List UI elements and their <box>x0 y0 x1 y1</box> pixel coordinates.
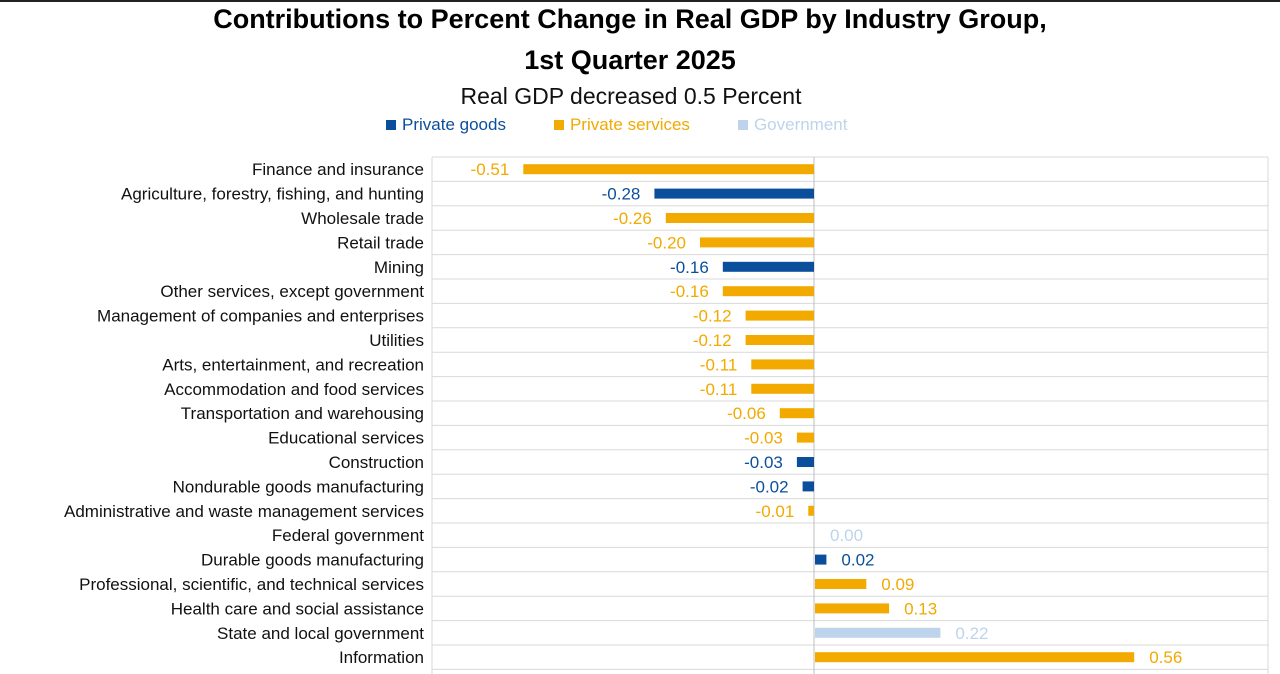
bar <box>523 164 814 175</box>
legend-label-government: Government <box>753 115 848 134</box>
bar <box>796 432 814 443</box>
data-label: -0.03 <box>744 429 783 448</box>
category-label: Construction <box>329 453 424 472</box>
data-label: 0.09 <box>881 575 914 594</box>
bar <box>802 481 814 492</box>
bar <box>796 457 814 467</box>
category-label: Wholesale trade <box>301 209 424 228</box>
data-label: -0.26 <box>613 209 652 228</box>
category-label: Agriculture, forestry, fishing, and hunt… <box>121 185 424 204</box>
category-label: Health care and social assistance <box>171 599 424 618</box>
bar <box>815 627 941 638</box>
bar <box>751 383 814 394</box>
category-label: Mining <box>374 258 424 277</box>
data-label: -0.11 <box>700 380 738 399</box>
category-label: Durable goods manufacturing <box>201 551 424 570</box>
data-label: -0.01 <box>756 502 795 521</box>
category-label: Professional, scientific, and technical … <box>79 575 424 594</box>
category-label: Retail trade <box>337 233 424 252</box>
legend-item-government: Government <box>737 115 848 135</box>
chart-subtitle: Real GDP decreased 0.5 Percent <box>460 83 802 109</box>
category-label: Management of companies and enterprises <box>97 307 424 326</box>
category-label: Finance and insurance <box>252 160 424 179</box>
category-label: Nondurable goods manufacturing <box>173 477 424 496</box>
category-label: Accommodation and food services <box>164 380 424 399</box>
bar <box>745 335 814 345</box>
category-label: Administrative and waste management serv… <box>64 502 424 521</box>
category-label: Arts, entertainment, and recreation <box>162 355 424 374</box>
data-label: -0.03 <box>744 453 783 472</box>
category-label: Federal government <box>272 526 424 545</box>
bar <box>815 652 1135 663</box>
legend-item-private-services: Private services <box>553 115 690 135</box>
category-label: Information <box>339 648 424 667</box>
data-label: -0.16 <box>670 258 709 277</box>
category-label: Transportation and warehousing <box>181 404 424 423</box>
data-label: 0.00 <box>830 526 863 545</box>
data-label: 0.22 <box>955 624 988 643</box>
data-label: -0.28 <box>602 185 641 204</box>
bar <box>779 408 814 419</box>
bar <box>700 237 814 248</box>
data-label: 0.02 <box>841 551 874 570</box>
legend-swatch-private-goods <box>386 120 396 130</box>
data-label: -0.20 <box>647 233 686 252</box>
data-label: 0.56 <box>1149 648 1182 667</box>
bar <box>808 505 814 516</box>
data-label: -0.16 <box>670 282 709 301</box>
data-label: -0.02 <box>750 477 789 496</box>
legend: Private goods Private services Governmen… <box>386 115 847 135</box>
legend-label-private-services: Private services <box>569 115 690 134</box>
data-label: -0.12 <box>693 307 732 326</box>
category-label: Other services, except government <box>160 282 424 301</box>
legend-swatch-government <box>737 120 748 130</box>
data-label: 0.13 <box>904 599 937 618</box>
category-label: Utilities <box>369 331 424 350</box>
bar <box>722 286 814 297</box>
bar <box>745 310 814 321</box>
data-label: -0.12 <box>693 331 732 350</box>
data-label: -0.06 <box>727 404 766 423</box>
bar <box>722 261 814 272</box>
data-label: -0.11 <box>700 355 738 374</box>
category-label: State and local government <box>217 624 424 643</box>
bar <box>665 213 814 223</box>
legend-label-private-goods: Private goods <box>402 115 506 134</box>
chart-title-line-1: Contributions to Percent Change in Real … <box>213 4 1047 34</box>
top-rule <box>0 0 1280 2</box>
legend-swatch-private-services <box>553 120 564 130</box>
bar <box>654 188 814 199</box>
bar <box>815 579 867 589</box>
chart-title-line-2: 1st Quarter 2025 <box>524 45 736 75</box>
category-label: Educational services <box>268 429 424 448</box>
bar <box>751 359 814 370</box>
bar <box>815 603 890 614</box>
bar <box>815 554 827 565</box>
legend-item-private-goods: Private goods <box>386 115 506 135</box>
data-label: -0.51 <box>471 160 510 179</box>
